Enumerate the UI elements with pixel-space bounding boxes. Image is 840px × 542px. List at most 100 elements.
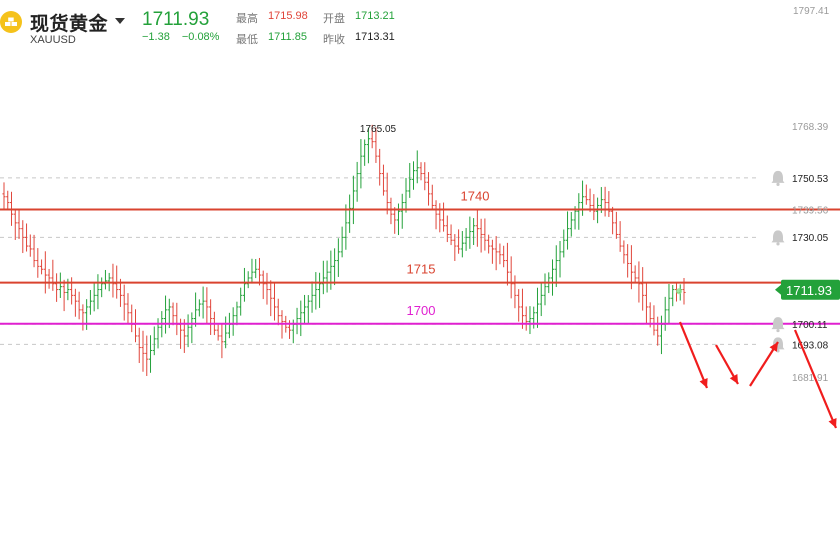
ohlc-bar bbox=[351, 175, 355, 225]
ohlc-bar bbox=[261, 270, 265, 300]
axis-tick-label: 1739.56 bbox=[792, 206, 829, 217]
ohlc-bar bbox=[171, 302, 175, 326]
ohlc-bar bbox=[269, 280, 273, 317]
ohlc-bar bbox=[310, 281, 314, 313]
ohlc-bar bbox=[408, 162, 412, 198]
axis-tick-label: 1750.53 bbox=[792, 174, 829, 185]
price-change: −1.38 −0.08% bbox=[142, 31, 219, 43]
ohlc-bar bbox=[250, 258, 254, 284]
axis-tick-label: 1730.05 bbox=[792, 233, 829, 244]
ohlc-bar bbox=[224, 316, 228, 349]
ohlc-bar bbox=[73, 288, 77, 317]
ohlc-bar bbox=[145, 335, 149, 376]
ohlc-bar bbox=[201, 286, 205, 319]
ohlc-bar bbox=[43, 251, 47, 294]
bell-icon[interactable] bbox=[771, 317, 785, 333]
ohlc-bar bbox=[618, 221, 622, 252]
ohlc-bar bbox=[393, 207, 397, 234]
ohlc-bar bbox=[505, 242, 510, 286]
ohlc-bar bbox=[509, 256, 513, 299]
ohlc-bar bbox=[148, 335, 153, 373]
ohlc-bar bbox=[141, 330, 145, 372]
ohlc-bar bbox=[385, 172, 389, 215]
ohlc-bar bbox=[483, 218, 487, 251]
instrument-title[interactable]: 现货黄金 bbox=[30, 14, 109, 35]
ohlc-bar bbox=[562, 229, 566, 258]
ohlc-bar bbox=[333, 248, 337, 286]
ohlc-bar bbox=[156, 318, 160, 349]
ohlc-bar bbox=[475, 208, 479, 247]
ohlc-bar bbox=[122, 284, 126, 321]
ohlc-bar bbox=[36, 248, 40, 278]
ohlc-bar bbox=[381, 164, 386, 196]
ohlc-bar bbox=[441, 202, 446, 232]
ohlc-bar bbox=[588, 188, 592, 213]
quote-header: 现货黄金 XAUUSD 1711.93 −1.38 −0.08% 最高 1715.… bbox=[0, 0, 840, 50]
ohlc-bar bbox=[28, 234, 32, 257]
ohlc-bar bbox=[21, 220, 25, 254]
ohlc-bar bbox=[239, 287, 243, 316]
prev-close-label: 昨收 bbox=[323, 34, 345, 46]
price-line-label: 1715 bbox=[407, 262, 436, 277]
ohlc-bar bbox=[355, 161, 359, 202]
axis-tick-label: 1700.11 bbox=[792, 320, 828, 331]
ohlc-bar bbox=[577, 193, 581, 230]
open-value: 1713.21 bbox=[355, 10, 395, 22]
ohlc-bar bbox=[543, 273, 547, 306]
current-price-tag-label: 1711.93 bbox=[786, 283, 832, 298]
ohlc-bar bbox=[614, 211, 618, 239]
ohlc-bar bbox=[175, 302, 179, 336]
ohlc-bar bbox=[584, 184, 588, 205]
ohlc-bar bbox=[295, 307, 299, 335]
bell-icon[interactable] bbox=[771, 170, 785, 187]
ohlc-bar bbox=[152, 326, 156, 356]
ohlc-bar bbox=[558, 240, 562, 278]
ohlc-bar bbox=[449, 224, 453, 246]
ohlc-bar bbox=[659, 315, 664, 355]
ohlc-bar bbox=[205, 287, 209, 324]
ohlc-bar bbox=[513, 275, 517, 309]
ohlc-bar bbox=[130, 304, 134, 333]
ohlc-bar bbox=[126, 293, 130, 324]
ohlc-bar bbox=[633, 265, 637, 283]
price-line-label: 1740 bbox=[461, 189, 490, 204]
ohlc-bar bbox=[6, 190, 10, 211]
ohlc-bar bbox=[652, 305, 656, 336]
ohlc-bar bbox=[257, 257, 262, 286]
ohlc-bar bbox=[54, 273, 59, 302]
ohlc-bar bbox=[535, 287, 540, 328]
projection-arrow bbox=[793, 329, 838, 429]
ohlc-bar bbox=[498, 243, 502, 265]
ohlc-bar bbox=[227, 312, 232, 339]
ohlc-bar bbox=[88, 289, 93, 315]
ohlc-bar bbox=[51, 259, 55, 291]
ohlc-bar bbox=[671, 285, 675, 307]
ohlc-bar bbox=[302, 294, 307, 324]
ohlc-bar bbox=[611, 206, 615, 235]
chevron-down-icon[interactable] bbox=[115, 18, 125, 24]
ohlc-bar bbox=[415, 150, 419, 184]
ohlc-bar bbox=[626, 244, 630, 278]
bell-icon[interactable] bbox=[771, 230, 785, 246]
ohlc-bar bbox=[434, 200, 438, 230]
low-label: 最低 bbox=[236, 34, 258, 46]
ohlc-bar bbox=[532, 306, 536, 329]
ohlc-bar bbox=[400, 193, 404, 229]
ohlc-bar bbox=[453, 234, 457, 261]
ohlc-bar bbox=[456, 229, 461, 254]
ohlc-bar bbox=[524, 306, 528, 331]
ohlc-bar bbox=[528, 306, 532, 335]
ohlc-bar bbox=[389, 197, 393, 225]
last-price-dot bbox=[676, 288, 682, 295]
current-price-tag-pointer bbox=[775, 284, 781, 295]
ohlc-bar bbox=[464, 228, 468, 251]
projection-arrow-head bbox=[699, 378, 708, 388]
instrument-symbol: XAUUSD bbox=[30, 34, 76, 46]
ohlc-bar bbox=[47, 268, 51, 289]
ohlc-bar bbox=[520, 288, 525, 329]
gold-bars-icon bbox=[0, 11, 22, 33]
ohlc-bar bbox=[396, 203, 401, 236]
ohlc-bar bbox=[378, 148, 382, 186]
ohlc-bar bbox=[70, 277, 74, 305]
